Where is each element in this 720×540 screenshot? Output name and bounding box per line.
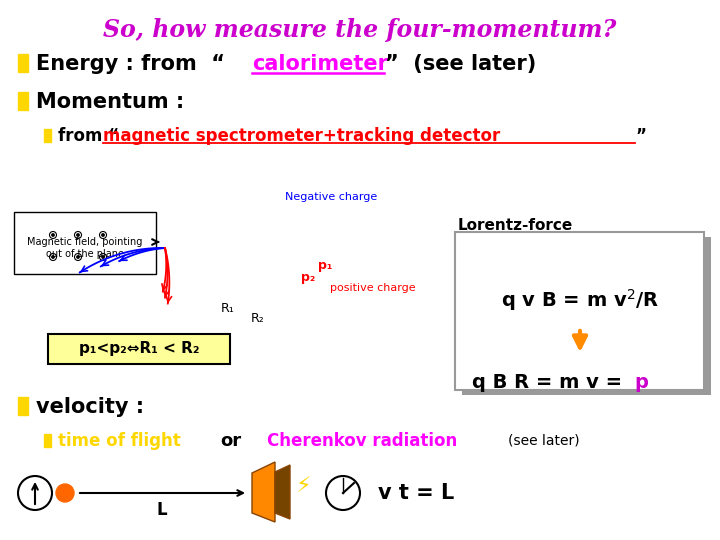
Bar	[18, 54, 28, 72]
FancyBboxPatch shape	[48, 334, 230, 364]
Text: Magnetic field, pointing
out of the plane: Magnetic field, pointing out of the plan…	[27, 237, 143, 259]
Text: L: L	[157, 501, 167, 519]
Circle shape	[77, 256, 79, 258]
Bar	[44, 434, 51, 447]
Text: p₁<p₂⇔R₁ < R₂: p₁<p₂⇔R₁ < R₂	[78, 341, 199, 356]
Bar	[18, 92, 28, 110]
Text: Energy : from  “: Energy : from “	[36, 54, 225, 74]
Text: p: p	[634, 373, 648, 392]
Text: Negative charge: Negative charge	[285, 192, 377, 202]
Text: p₁: p₁	[318, 259, 332, 272]
Text: q v B = m v$^2$/R: q v B = m v$^2$/R	[501, 287, 659, 313]
Text: q B R = m v =: q B R = m v =	[472, 373, 629, 392]
Text: magnetic spectrometer+tracking detector: magnetic spectrometer+tracking detector	[103, 127, 500, 145]
Text: calorimeter: calorimeter	[252, 54, 388, 74]
FancyBboxPatch shape	[14, 212, 156, 274]
Text: R₂: R₂	[251, 312, 265, 325]
Bar	[18, 397, 28, 415]
Text: R₁: R₁	[221, 301, 235, 314]
Circle shape	[102, 256, 104, 258]
Text: v t = L: v t = L	[378, 483, 454, 503]
Polygon shape	[252, 462, 275, 522]
Bar	[44, 129, 51, 142]
Polygon shape	[275, 465, 290, 519]
Text: from “: from “	[58, 127, 119, 145]
Text: time of flight: time of flight	[58, 432, 181, 450]
Circle shape	[77, 234, 79, 236]
FancyBboxPatch shape	[462, 237, 711, 395]
FancyBboxPatch shape	[455, 232, 704, 390]
Circle shape	[102, 234, 104, 236]
Text: ”: ”	[635, 127, 646, 145]
Text: velocity :: velocity :	[36, 397, 144, 417]
Circle shape	[52, 234, 54, 236]
Text: p₂: p₂	[301, 272, 315, 285]
Text: So, how measure the four-momentum?: So, how measure the four-momentum?	[103, 18, 617, 42]
Text: ”  (see later): ” (see later)	[385, 54, 536, 74]
Text: Cherenkov radiation: Cherenkov radiation	[267, 432, 457, 450]
Circle shape	[52, 256, 54, 258]
Circle shape	[56, 484, 74, 502]
Text: or: or	[220, 432, 241, 450]
Text: Lorentz-force: Lorentz-force	[458, 218, 573, 233]
Text: (see later): (see later)	[508, 434, 580, 448]
Text: ⚡: ⚡	[295, 477, 310, 497]
Text: Momentum :: Momentum :	[36, 92, 184, 112]
Text: positive charge: positive charge	[330, 283, 415, 293]
